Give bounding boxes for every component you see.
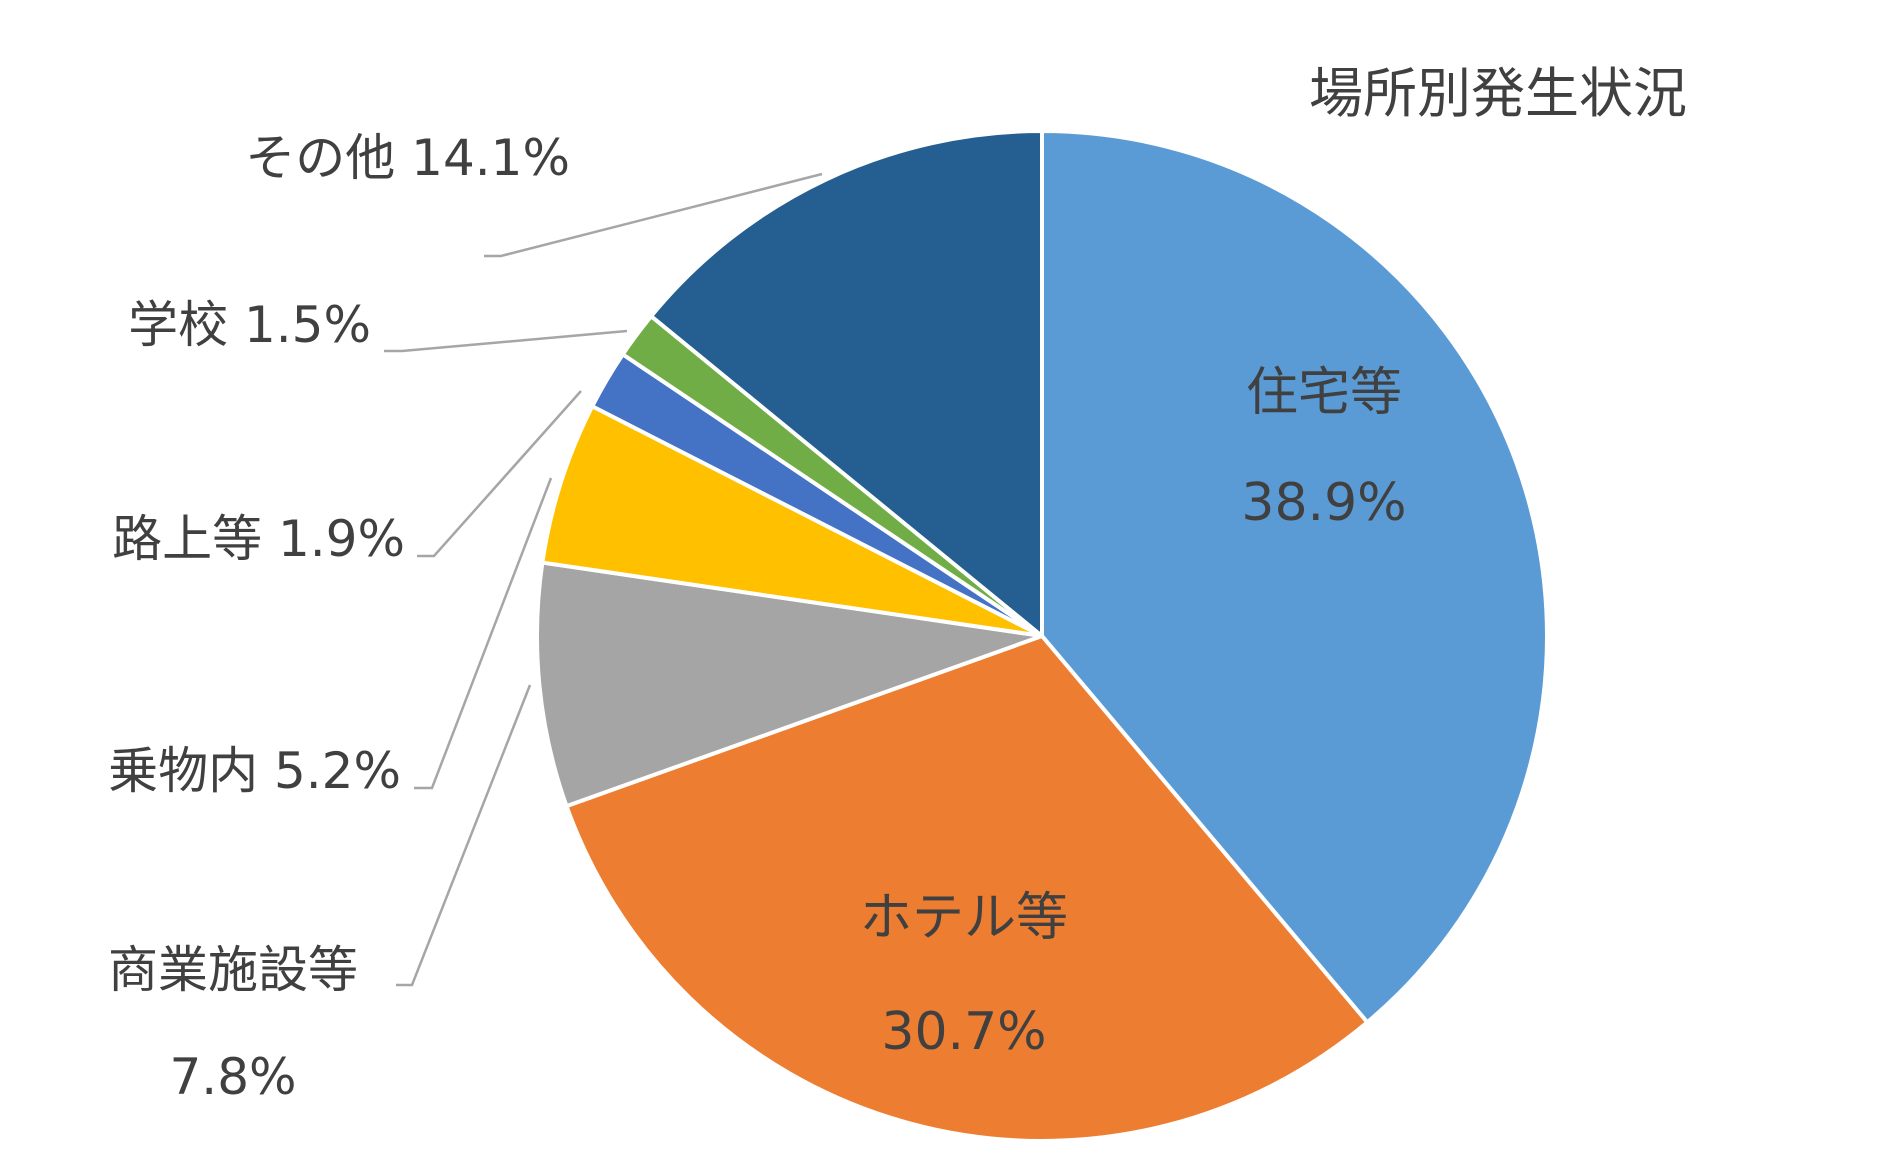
leader-line	[417, 390, 582, 558]
pie-slice	[540, 404, 1044, 638]
slice-labels: 住宅等 38.9% ホテル等 30.7% 商業施設等 7.8% 乗物内 5.2% 路上等 1.…	[108, 129, 1407, 1106]
slice-label: 路上等 1.9%	[112, 510, 405, 568]
slice-label: 乗物内 5.2%	[108, 742, 401, 800]
leader-line	[484, 172, 823, 258]
slice-category-label: 商業施設等	[108, 941, 358, 999]
leader-lines	[384, 172, 823, 987]
slice-value-label: 7.8%	[169, 1048, 296, 1106]
leader-line	[414, 477, 553, 790]
slice-label: その他 14.1%	[245, 129, 570, 187]
slice-value-label: 38.9%	[1241, 473, 1406, 533]
chart-title: 場所別発生状況	[1309, 62, 1687, 125]
slice-category-label: 住宅等	[1246, 363, 1402, 423]
slice-value-label: 30.7%	[881, 1002, 1046, 1062]
leader-line	[384, 329, 628, 353]
pie-slice	[535, 560, 1044, 809]
leader-line	[396, 684, 532, 987]
pie-slice	[649, 129, 1044, 638]
pie-slices	[535, 129, 1549, 1143]
pie-slice	[564, 634, 1370, 1143]
pie-slice	[1040, 129, 1549, 1025]
slice-label: 学校 1.5%	[128, 296, 371, 354]
slice-category-label: ホテル等	[860, 888, 1068, 948]
